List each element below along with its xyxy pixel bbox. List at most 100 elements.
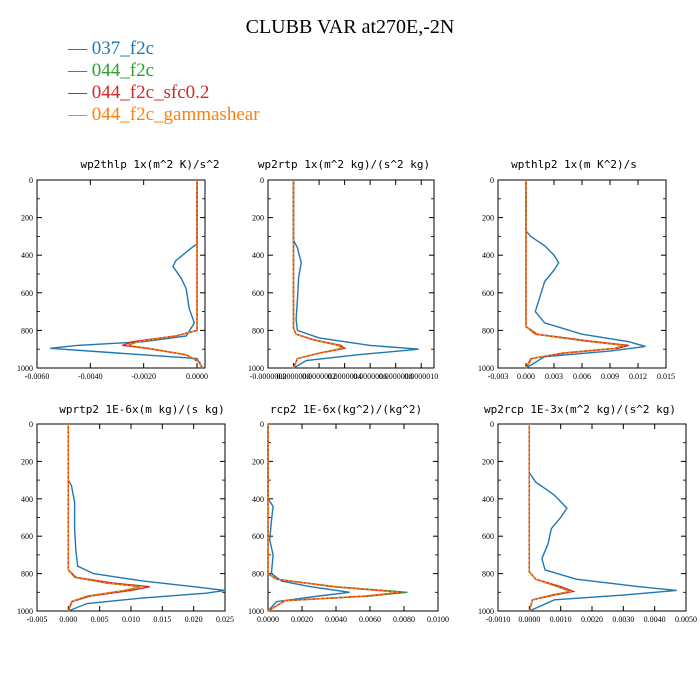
series-line-037-f2c <box>67 424 226 612</box>
series-line-044-f2c-gammashear <box>127 180 203 369</box>
x-tick-label: 0.0000000 <box>277 372 311 381</box>
y-tick-label: 200 <box>252 214 264 223</box>
plot-frame <box>36 423 226 612</box>
x-tick-label: 0.025 <box>216 615 234 624</box>
x-tick-label: 0.012 <box>629 372 647 381</box>
series-line-044-f2c <box>127 180 203 369</box>
legend-label: 044_f2c <box>91 60 155 81</box>
x-tick-label: 0.000 <box>517 372 535 381</box>
x-tick-label: 0.0040 <box>325 615 347 624</box>
y-tick-label: 1000 <box>478 364 494 373</box>
series-line-044-f2c-sfc0-2 <box>292 180 347 369</box>
legend: — 037_f2c — 044_f2c — 044_f2c_sfc0.2 — 0… <box>68 38 260 126</box>
x-tick-label: -0.005 <box>27 615 48 624</box>
legend-label: 044_f2c_sfc0.2 <box>91 82 210 103</box>
x-tick-label: 0.010 <box>122 615 140 624</box>
panel-title: wpthlp2 1x(m K^2)/s <box>511 158 637 171</box>
x-tick-label: -0.0020 <box>131 372 156 381</box>
legend-item-044-f2c-sfc0.2: — 044_f2c_sfc0.2 <box>68 82 260 104</box>
x-tick-label: 0.0020 <box>581 615 603 624</box>
x-tick-label: 0.0100 <box>427 615 449 624</box>
y-tick-label: 400 <box>252 495 264 504</box>
y-tick-label: 800 <box>21 326 33 335</box>
series-line-044-f2c-sfc0-2 <box>528 424 576 612</box>
y-tick-label: 400 <box>482 251 494 260</box>
x-tick-label: 0.015 <box>657 372 675 381</box>
series-line-044-f2c-gammashear <box>528 424 573 612</box>
y-tick-label: 400 <box>252 251 264 260</box>
y-tick-label: 200 <box>21 214 33 223</box>
y-tick-label: 0 <box>490 176 494 185</box>
y-tick-label: 600 <box>21 289 33 298</box>
series-line-037-f2c <box>267 424 350 612</box>
x-tick-label: 0.0000002 <box>302 372 336 381</box>
y-tick-label: 0 <box>260 176 264 185</box>
y-tick-label: 1000 <box>248 607 264 616</box>
x-tick-label: 0.0000006 <box>353 372 387 381</box>
x-tick-label: 0.0080 <box>393 615 415 624</box>
series-line-037-f2c <box>528 424 677 612</box>
x-tick-label: 0.0030 <box>612 615 634 624</box>
legend-swatch: — <box>68 82 92 103</box>
panel-title: wprtp2 1E-6x(m kg)/(s kg) <box>59 403 225 416</box>
y-tick-label: 200 <box>482 214 494 223</box>
legend-item-037-f2c: — 037_f2c <box>68 38 260 60</box>
x-tick-label: 0.0000010 <box>404 372 438 381</box>
x-tick-label: 0.0040 <box>644 615 666 624</box>
y-tick-label: 1000 <box>478 607 494 616</box>
y-tick-label: 800 <box>252 570 264 579</box>
y-tick-label: 600 <box>252 532 264 541</box>
legend-item-044-f2c: — 044_f2c <box>68 60 260 82</box>
x-tick-label: -0.0060 <box>25 372 50 381</box>
panel-title: wp2thlp 1x(m^2 K)/s^2 <box>80 158 219 171</box>
series-line-044-f2c-gammashear <box>292 180 344 369</box>
x-tick-label: 0.0050 <box>675 615 697 624</box>
y-tick-label: 800 <box>252 326 264 335</box>
y-tick-label: 200 <box>252 457 264 466</box>
x-tick-label: 0.006 <box>573 372 591 381</box>
x-tick-label: 0.0000008 <box>379 372 413 381</box>
panel-title: rcp2 1E-6x(kg^2)/(kg^2) <box>270 403 422 416</box>
series-line-037-f2c <box>50 180 203 369</box>
series-line-037-f2c <box>292 180 419 369</box>
series-line-037-f2c <box>525 180 646 369</box>
y-tick-label: 600 <box>482 532 494 541</box>
y-tick-label: 1000 <box>17 364 33 373</box>
x-tick-label: 0.009 <box>601 372 619 381</box>
y-tick-label: 1000 <box>17 607 33 616</box>
y-tick-label: 400 <box>21 495 33 504</box>
y-tick-label: 800 <box>482 570 494 579</box>
y-tick-label: 600 <box>482 289 494 298</box>
y-tick-label: 800 <box>482 326 494 335</box>
x-tick-label: -0.003 <box>488 372 509 381</box>
legend-label: 037_f2c <box>91 38 155 59</box>
x-tick-label: 0.0000004 <box>328 372 362 381</box>
y-tick-label: 400 <box>482 495 494 504</box>
x-tick-label: 0.0010 <box>550 615 572 624</box>
legend-swatch: — <box>68 104 92 125</box>
y-tick-label: 600 <box>252 289 264 298</box>
x-tick-label: 0.0000 <box>186 372 208 381</box>
plot-frame <box>36 179 206 369</box>
y-tick-label: 200 <box>482 457 494 466</box>
x-tick-label: 0.015 <box>153 615 171 624</box>
legend-label: 044_f2c_gammashear <box>91 104 260 125</box>
x-tick-label: -0.0040 <box>78 372 103 381</box>
series-line-044-f2c-gammashear <box>67 424 141 612</box>
series-line-044-f2c-gammashear <box>525 180 625 369</box>
figure-title: CLUBB VAR at270E,-2N <box>245 16 455 38</box>
x-tick-label: 0.005 <box>91 615 109 624</box>
y-tick-label: 800 <box>21 570 33 579</box>
y-tick-label: 0 <box>29 420 33 429</box>
legend-swatch: — <box>68 38 92 59</box>
x-tick-label: 0.020 <box>185 615 203 624</box>
x-tick-label: 0.0000 <box>518 615 540 624</box>
y-tick-label: 200 <box>21 457 33 466</box>
x-tick-label: 0.0000 <box>257 615 279 624</box>
plot-frame <box>497 423 687 612</box>
series-line-044-f2c-gammashear <box>267 424 399 612</box>
y-tick-label: 600 <box>21 532 33 541</box>
x-tick-label: 0.000 <box>59 615 77 624</box>
y-tick-label: 0 <box>260 420 264 429</box>
